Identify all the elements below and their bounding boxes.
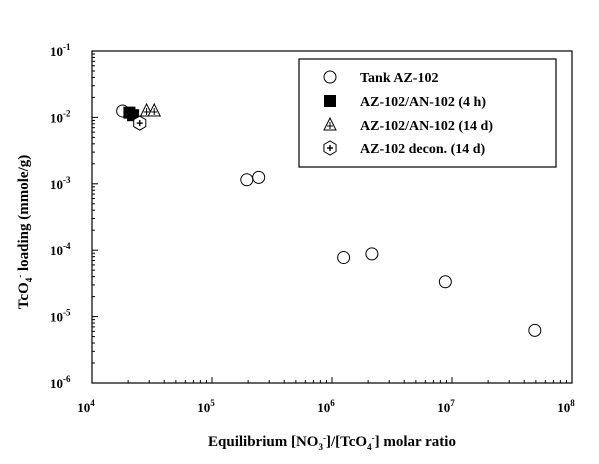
y-tick-label: 10-5 — [50, 308, 71, 325]
x-tick-label: 107 — [437, 398, 455, 415]
point-series-1 — [528, 323, 542, 337]
y-tick-label: 10-1 — [50, 42, 71, 59]
legend-marker-2 — [324, 95, 336, 107]
y-tick-label: 10-4 — [50, 241, 71, 258]
y-tick-label: 10-2 — [50, 108, 71, 125]
y-axis-label: TcO4- loading (mmole/g) — [15, 155, 34, 309]
point-series-1 — [337, 251, 351, 265]
legend-label-1: Tank AZ-102 — [360, 71, 438, 86]
legend-marker-4 — [323, 140, 337, 156]
legend-label-2: AZ-102/AN-102 (4 h) — [360, 95, 486, 110]
axis-ticks: 104 105 106 107 108 10-6 10-5 10-4 10-3 10-2 10-1 — [50, 42, 575, 415]
legend: Tank AZ-102 AZ-102/AN-102 (4 h) AZ-102/A… — [298, 58, 557, 168]
x-tick-label: 105 — [197, 398, 215, 415]
point-series-1 — [240, 173, 254, 187]
legend-box — [298, 58, 557, 168]
point-series-4 — [133, 115, 147, 131]
x-axis-label: Equilibrium [NO3-]/[TcO4-] molar ratio — [208, 433, 456, 452]
legend-label-3: AZ-102/AN-102 (14 d) — [360, 119, 493, 134]
legend-label-4: AZ-102 decon. (14 d) — [360, 142, 486, 157]
point-series-1 — [252, 170, 266, 184]
y-tick-label: 10-6 — [50, 374, 71, 391]
point-series-3 — [147, 102, 162, 117]
x-tick-label: 104 — [77, 398, 95, 415]
legend-marker-1 — [323, 70, 337, 84]
legend-marker-3 — [323, 116, 337, 131]
y-tick-label: 10-3 — [50, 175, 71, 192]
data-points — [116, 102, 542, 337]
point-series-1 — [438, 275, 452, 289]
point-series-1 — [365, 247, 379, 261]
x-tick-label: 108 — [557, 398, 575, 415]
x-tick-label: 106 — [317, 398, 335, 415]
